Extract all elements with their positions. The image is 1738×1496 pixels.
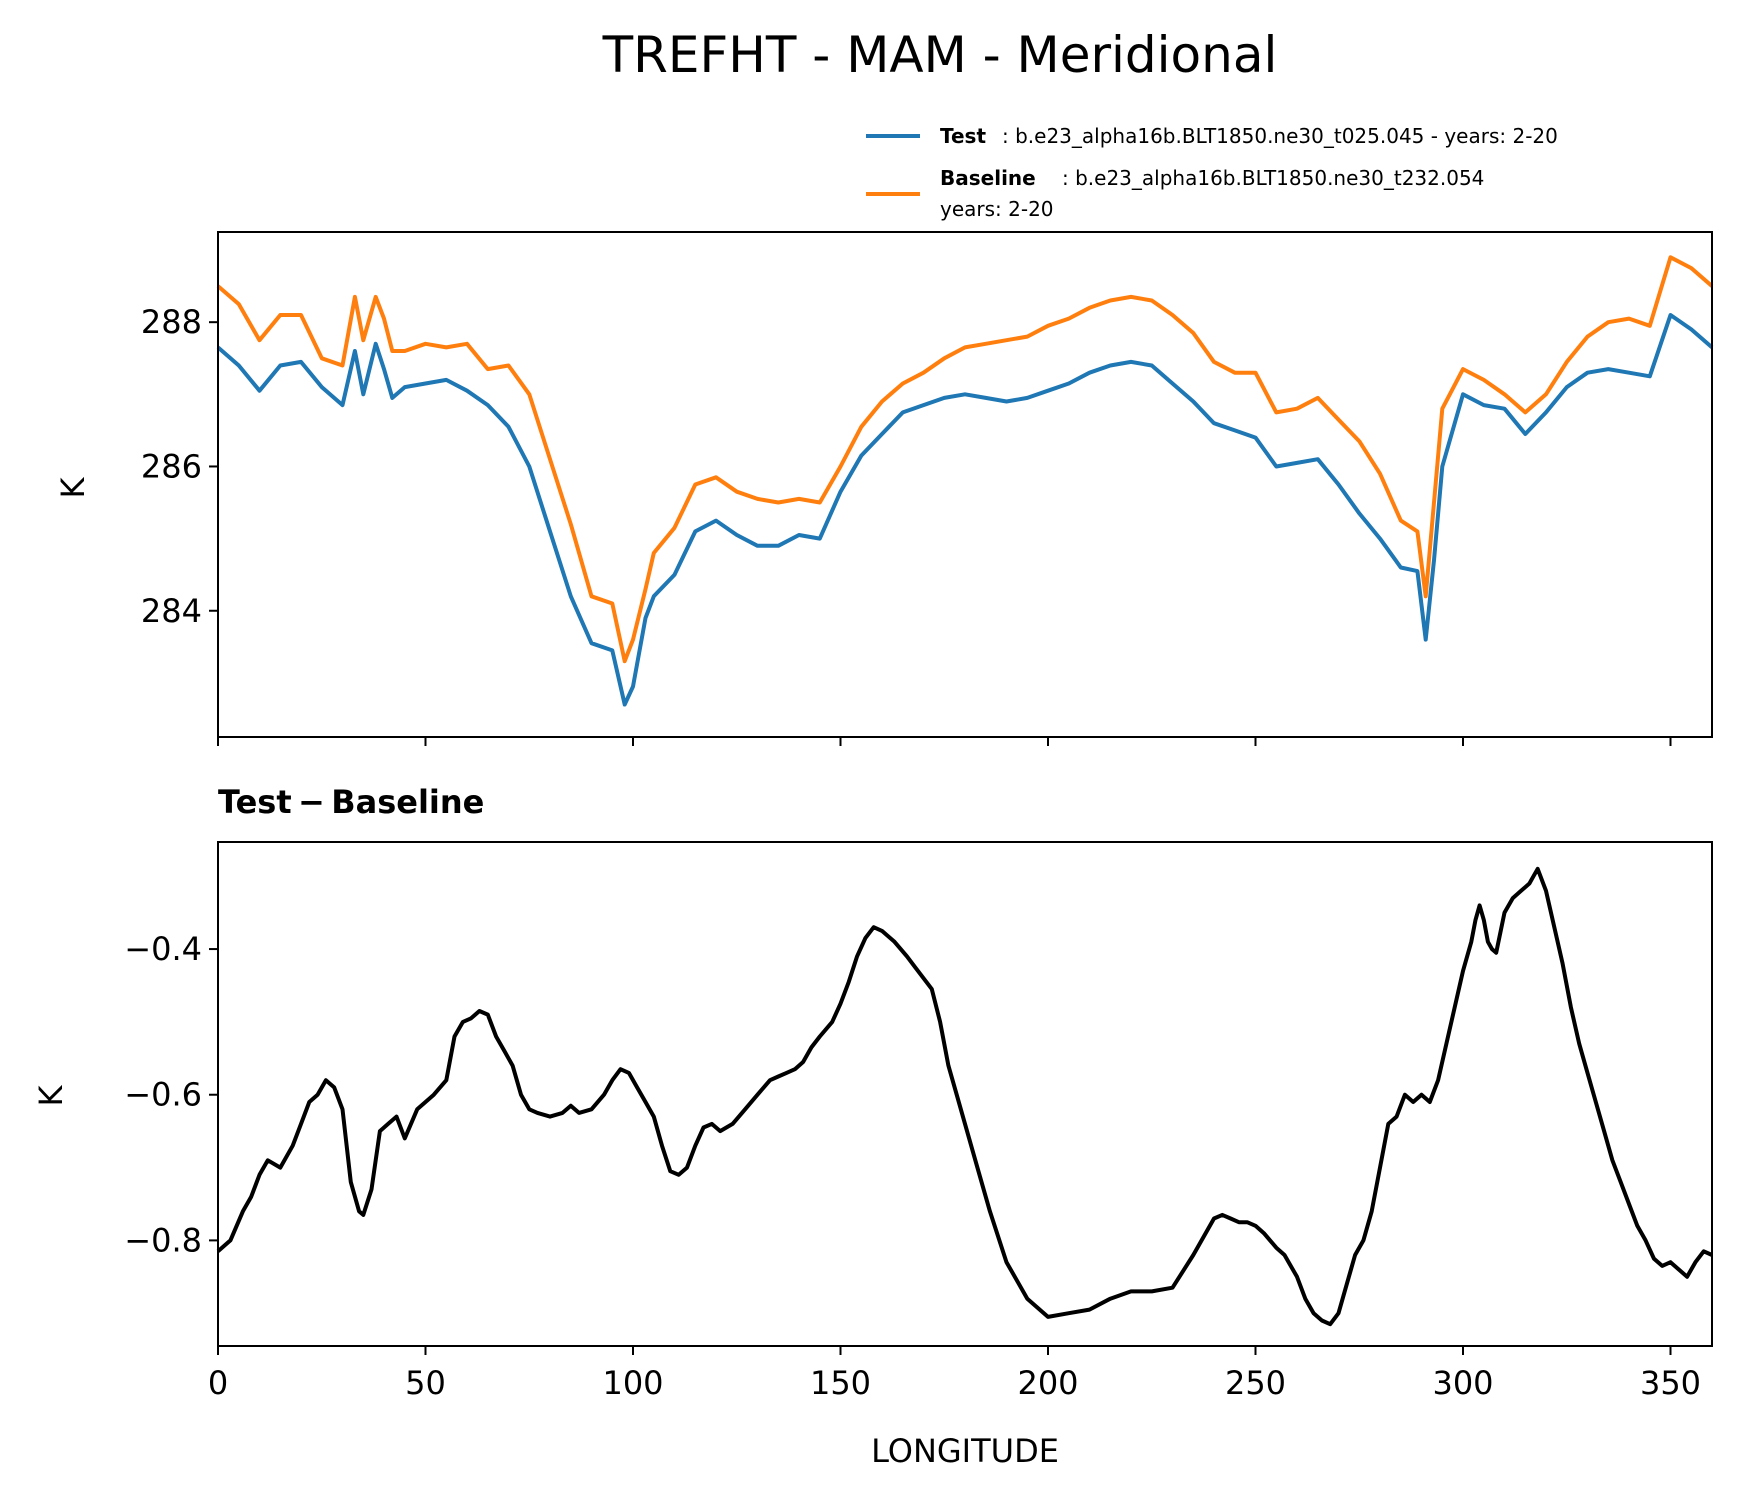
top-x-ticks	[217, 737, 1672, 746]
legend-text-baseline-years: years: 2-20	[940, 197, 1054, 221]
top-y-tick-label: 286	[141, 447, 202, 485]
legend-bold-test: Test	[940, 124, 986, 148]
bottom-x-tick-label: 250	[1225, 1364, 1286, 1402]
top-y-ticks: 284 286 288	[141, 303, 218, 630]
bottom-x-tick-label: 100	[602, 1364, 663, 1402]
top-y-axis-label: K	[54, 476, 92, 498]
bottom-panel-title: Test − Baseline	[218, 783, 484, 821]
top-series-test	[216, 313, 1714, 707]
bottom-panel: Test − Baseline K LONGITUDE −0.8 −0.6 −0.4…	[32, 783, 1713, 1470]
bottom-x-ticks: 0 50 100 150 200 250 300 350	[208, 1346, 1701, 1402]
bottom-y-tick-label: −0.4	[124, 930, 202, 968]
bottom-series-test-baseline	[216, 866, 1713, 1327]
bottom-x-tick-label: 350	[1640, 1364, 1701, 1402]
chart-title: TREFHT - MAM - Meridional	[602, 26, 1278, 84]
bottom-x-tick-label: 200	[1017, 1364, 1078, 1402]
bottom-x-tick-label: 0	[208, 1364, 228, 1402]
legend: Test : b.e23_alpha16b.BLT1850.ne30_t025.…	[866, 124, 1558, 221]
bottom-y-axis-label: K	[32, 1084, 70, 1106]
top-lines	[216, 255, 1714, 707]
top-panel: K 284 286 288	[54, 231, 1714, 746]
legend-text-baseline: : b.e23_alpha16b.BLT1850.ne30_t232.054	[1062, 166, 1484, 190]
x-axis-label: LONGITUDE	[871, 1432, 1059, 1470]
bottom-x-tick-label: 150	[810, 1364, 871, 1402]
bottom-x-tick-label: 50	[405, 1364, 446, 1402]
bottom-y-ticks: −0.8 −0.6 −0.4	[124, 930, 218, 1259]
top-axes-frame	[217, 231, 1713, 738]
bottom-y-tick-label: −0.8	[124, 1221, 202, 1259]
bottom-lines	[216, 866, 1713, 1327]
bottom-y-tick-label: −0.6	[124, 1076, 202, 1114]
bottom-axes-frame	[217, 841, 1713, 1347]
legend-text-test: : b.e23_alpha16b.BLT1850.ne30_t025.045 -…	[1002, 124, 1558, 148]
top-y-tick-label: 288	[141, 303, 202, 341]
legend-bold-baseline: Baseline	[940, 166, 1036, 190]
bottom-x-tick-label: 300	[1432, 1364, 1493, 1402]
top-series-baseline	[216, 255, 1714, 664]
top-y-tick-label: 284	[141, 592, 202, 630]
